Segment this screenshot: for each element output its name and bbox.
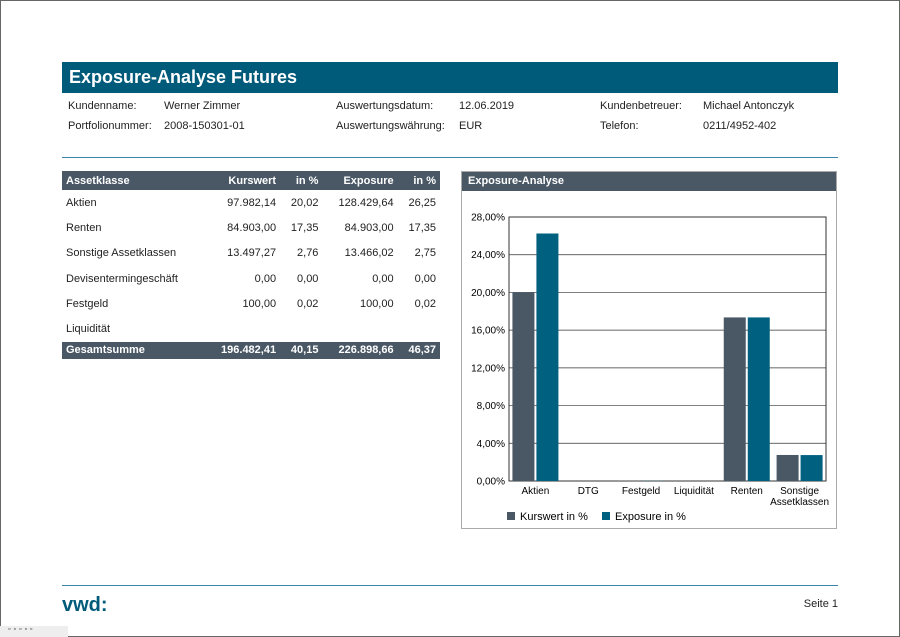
table-cell: Devisentermingeschäft: [66, 272, 178, 285]
y-tick-label: 12,00%: [471, 363, 505, 374]
bar-exposure: [747, 317, 770, 481]
table-cell: 17,35: [408, 221, 436, 234]
legend-swatch: [602, 512, 610, 520]
table-cell: Aktien: [66, 196, 97, 209]
total-row: Gesamtsumme 196.482,41 40,15 226.898,66 46,3…: [62, 341, 440, 359]
bar-kurswert: [512, 292, 535, 481]
label-kundenname: Kundenname:: [68, 100, 137, 112]
table-row: Aktien 97.982,14 20,02 128.429,64 26,25: [62, 190, 440, 215]
value-portfolionummer: 2008-150301-01: [164, 120, 245, 132]
table-cell: 100,00: [242, 297, 277, 310]
col-exposure-pct: in %: [397, 171, 440, 190]
table-cell: Festgeld: [66, 297, 109, 310]
col-kurswert: Kurswert: [204, 171, 281, 190]
legend-label: Kurswert in %: [520, 511, 588, 523]
table-row: Sonstige Assetklassen 13.497,27 2,76 13.466…: [62, 241, 440, 266]
x-tick-label: Sonstige: [780, 486, 819, 497]
report-title: Exposure-Analyse Futures: [62, 62, 838, 93]
table-cell: 20,02: [290, 196, 319, 209]
table-cell: 84.903,00: [344, 221, 394, 234]
y-tick-label: 28,00%: [471, 213, 505, 224]
label-kundenbetreuer: Kundenbetreuer:: [600, 100, 682, 112]
viewer-toolbar[interactable]: ▫▫▫▫▫: [0, 626, 68, 637]
table-cell: 13.466,02: [344, 247, 394, 260]
table-cell: 0,00: [414, 272, 436, 285]
table-cell: 100,00: [359, 297, 394, 310]
table-cell: 0,02: [297, 297, 319, 310]
table-cell: 0,00: [372, 272, 394, 285]
value-waehrung: EUR: [459, 120, 483, 132]
label-portfolionummer: Portfolionummer:: [68, 120, 152, 132]
label-auswertungsdatum: Auswertungsdatum:: [336, 100, 434, 112]
y-tick-label: 24,00%: [471, 250, 505, 261]
table-row: Liquidität: [62, 316, 440, 341]
table-cell: 196.482,41: [204, 341, 281, 359]
value-auswertungsdatum: 12.06.2019: [459, 100, 515, 112]
table-row: Renten 84.903,00 17,35 84.903,00 17,35: [62, 215, 440, 240]
col-kurswert-pct: in %: [280, 171, 323, 190]
value-telefon: 0211/4952-402: [703, 120, 777, 132]
table-cell: 26,25: [408, 196, 436, 209]
footer-divider: [62, 585, 838, 586]
page-number: Seite 1: [803, 598, 838, 610]
chart-panel: Exposure-Analyse: [461, 171, 837, 529]
legend-swatch: [507, 512, 515, 520]
table-cell: 226.898,66: [322, 341, 398, 359]
table-cell: Renten: [66, 221, 102, 234]
y-tick-label: 4,00%: [477, 439, 505, 450]
table-cell: 2,76: [297, 247, 319, 260]
table-cell: 2,75: [414, 247, 436, 260]
table-cell: 17,35: [290, 221, 319, 234]
table-cell: Gesamtsumme: [62, 341, 205, 359]
table-cell: 128.429,64: [338, 196, 394, 209]
vwd-logo: vwd:: [62, 594, 108, 616]
x-tick-label: Liquidität: [674, 486, 714, 497]
x-tick-label: DTG: [578, 486, 599, 497]
value-kundenbetreuer: Michael Antonczyk: [703, 100, 795, 112]
asset-table: Assetklasse Kurswert in % Exposure in % …: [62, 171, 440, 359]
table-cell: Sonstige Assetklassen: [66, 247, 177, 260]
bar-kurswert: [776, 454, 799, 481]
x-tick-label: Renten: [731, 486, 763, 497]
y-tick-label: 8,00%: [477, 401, 505, 412]
value-kundenname: Werner Zimmer: [164, 100, 241, 112]
y-tick-label: 0,00%: [477, 477, 505, 488]
divider: [62, 157, 838, 158]
table-cell: 13.497,27: [227, 247, 277, 260]
bar-exposure: [800, 455, 823, 481]
table-cell: 84.903,00: [227, 221, 277, 234]
x-tick-label: Assetklassen: [770, 497, 829, 508]
table-cell: Liquidität: [66, 323, 111, 336]
bar-exposure: [536, 233, 559, 481]
col-exposure: Exposure: [322, 171, 398, 190]
label-waehrung: Auswertungswährung:: [336, 120, 445, 132]
table-cell: 0,00: [254, 272, 277, 285]
table-row: Festgeld 100,00 0,02 100,00 0,02: [62, 291, 440, 316]
table-row: Devisentermingeschäft 0,00 0,00 0,00 0,00: [62, 266, 440, 291]
plot-area: [508, 216, 827, 482]
table-cell: 46,37: [397, 341, 440, 359]
label-telefon: Telefon:: [600, 120, 639, 132]
y-tick-label: 16,00%: [471, 326, 505, 337]
chart-panel-title: Exposure-Analyse: [462, 172, 836, 191]
table-cell: 97.982,14: [227, 196, 277, 209]
x-tick-label: Aktien: [522, 486, 550, 497]
col-assetklasse: Assetklasse: [62, 171, 205, 190]
x-tick-label: Festgeld: [622, 486, 660, 497]
table-cell: 0,00: [297, 272, 319, 285]
bar-kurswert: [723, 317, 746, 481]
table-cell: 40,15: [280, 341, 323, 359]
legend-label: Exposure in %: [615, 511, 686, 523]
y-tick-label: 20,00%: [471, 288, 505, 299]
table-cell: 0,02: [414, 297, 436, 310]
